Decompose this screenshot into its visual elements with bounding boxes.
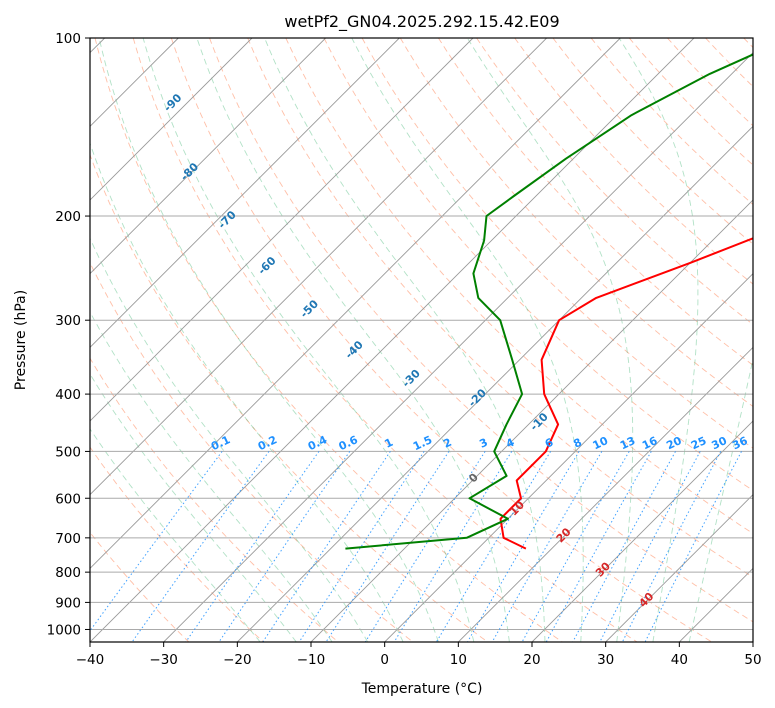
isotherm [90,38,253,201]
isotherm [458,346,753,642]
dry-adiabat [438,38,753,366]
mixing-ratio-label: 20 [664,434,684,452]
mixing-ratio-label: 36 [730,434,750,452]
x-axis-label: Temperature (°C) [361,681,483,697]
dry-adiabat [94,38,563,642]
mixing-ratio-line [644,451,742,642]
moist-adiabat [351,38,584,642]
isotherm [90,38,400,348]
y-axis-label: Pressure (hPa) [13,290,29,390]
dry-adiabat [132,38,638,642]
mixing-ratio-line [298,451,425,642]
mixing-ratio-line [572,451,676,642]
y-tick-label: 600 [55,491,81,507]
x-tick-label: 0 [380,652,389,668]
mixing-ratio-line [131,451,270,642]
dry-adiabat [209,38,753,623]
y-tick-label: 100 [55,31,81,47]
mixing-ratio-line [621,451,722,642]
chart-title: wetPf2_GN04.2025.292.15.42.E09 [284,12,559,32]
y-tick-label: 200 [55,209,81,225]
mixing-ratio-label: 16 [640,434,660,452]
mixing-ratio-line [393,451,513,642]
moist-adiabat [90,141,404,642]
mixing-ratio-line [491,451,603,642]
isotherm [605,494,753,642]
profile-series-line-1 [345,53,753,550]
moist-adiabat [688,356,753,642]
dry-adiabat [90,153,488,642]
mixing-ratio-label: 13 [618,434,637,452]
x-tick-label: −40 [76,652,105,668]
x-tick-label: 10 [450,652,467,668]
mixing-ratio-line [218,451,351,642]
mixing-ratio-label: 25 [689,434,708,452]
mixing-ratio-line [545,451,652,642]
isotherm [90,38,326,275]
plot-frame [89,37,754,643]
mixing-ratio-label: 10 [591,434,611,452]
x-tick-label: −10 [297,652,326,668]
isotherm [90,38,621,569]
x-tick-label: 20 [523,652,540,668]
mixing-ratio-line [599,451,701,642]
moist-adiabat [90,311,333,642]
isotherm [384,273,753,642]
dry-adiabat [247,38,753,578]
x-tick-label: −20 [223,652,252,668]
dry-adiabat [90,446,264,642]
isotherm [237,125,753,642]
moist-adiabat [90,428,261,642]
y-tick-label: 1000 [47,622,81,638]
background-lines [90,38,753,642]
dry-adiabat [476,38,753,325]
isotherm [90,38,695,642]
mixing-ratio-line [364,451,486,642]
isotherm [90,38,474,422]
profile-series-line-0 [499,237,753,550]
moist-adiabat [98,38,439,642]
profile-series [345,53,753,550]
isotherm [531,420,753,642]
x-tick-label: 30 [597,652,614,668]
moist-adiabat [196,38,510,642]
moist-adiabat [142,38,475,642]
mixing-ratio-line [90,451,223,632]
mixing-ratio-line [262,451,391,642]
moist-adiabat [90,237,369,642]
moist-adiabat [264,38,546,642]
mixing-ratio-label: 30 [710,434,730,452]
y-tick-label: 700 [55,531,81,547]
isotherm [163,52,753,642]
moist-adiabat [90,373,297,642]
y-tick-label: 400 [55,387,81,403]
isotherm [310,199,753,642]
x-axis-ticks: −40 −30 −20 −10 0 10 20 30 40 50 [76,642,762,668]
y-tick-label: 800 [55,565,81,581]
moist-adiabat [618,38,699,642]
dry-adiabat [323,38,753,492]
isotherm [90,38,547,496]
x-tick-label: −30 [149,652,178,668]
y-axis-ticks: 100 200 300 400 500 600 700 800 900 1000 [47,31,90,638]
mixing-ratio-line [185,451,320,642]
x-tick-label: 40 [671,652,688,668]
y-tick-label: 900 [55,595,81,611]
dry-adiabat [170,38,712,642]
y-tick-label: 500 [55,444,81,460]
x-tick-label: 50 [744,652,761,668]
y-tick-label: 300 [55,313,81,329]
